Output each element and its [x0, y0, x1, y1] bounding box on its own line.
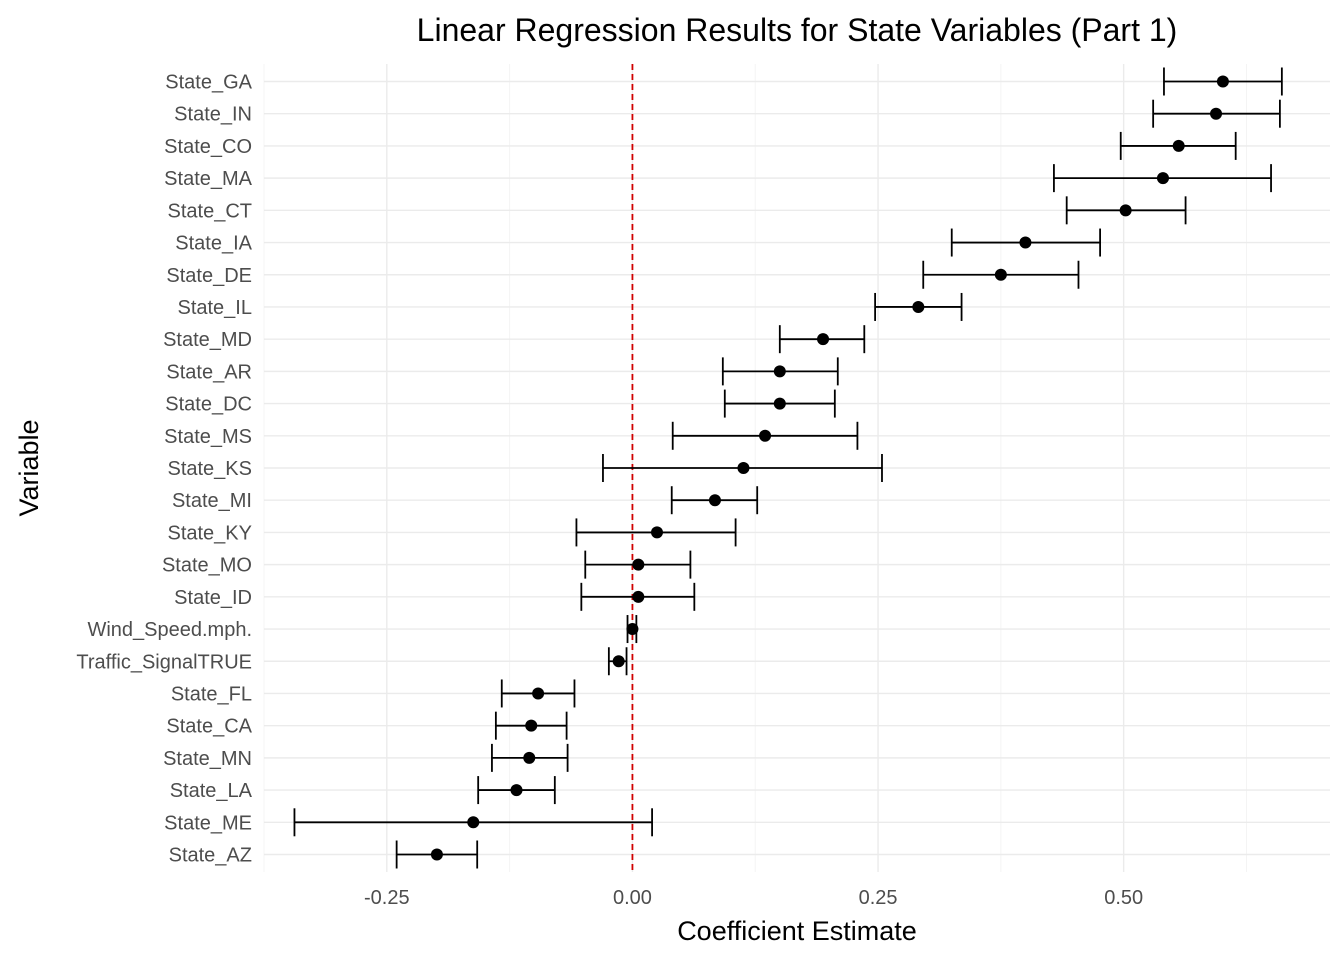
estimate-point	[612, 655, 625, 668]
y-tick-label: State_DE	[166, 265, 252, 287]
estimate-point	[737, 462, 750, 474]
estimate-point	[912, 300, 925, 313]
estimate-point	[532, 687, 545, 700]
estimate-point	[430, 848, 443, 861]
estimate-point	[523, 751, 536, 764]
y-tick-label: State_IL	[177, 297, 252, 319]
estimate-point	[626, 623, 639, 636]
y-tick-label: State_GA	[165, 72, 252, 94]
estimate-point	[525, 719, 538, 732]
y-tick-label: State_AR	[166, 361, 252, 383]
x-tick-label: -0.25	[364, 887, 410, 909]
y-tick-label: State_CO	[164, 136, 252, 158]
x-tick-label: 0.25	[859, 887, 898, 909]
y-tick-label: State_MO	[162, 555, 252, 577]
estimate-point	[708, 494, 721, 507]
y-tick-label: State_ID	[174, 587, 252, 609]
estimate-point	[510, 784, 523, 797]
y-tick-label: State_MS	[164, 426, 252, 448]
y-tick-label: State_CA	[166, 716, 252, 738]
y-tick-label: State_LA	[170, 780, 253, 802]
y-tick-label: State_KS	[167, 458, 252, 480]
y-tick-label: Traffic_SignalTRUE	[76, 651, 252, 673]
estimate-point	[632, 590, 645, 603]
estimate-point	[773, 365, 786, 378]
x-tick-label: 0.00	[613, 887, 652, 909]
estimate-point	[994, 268, 1007, 281]
y-tick-labels: State_GA State_IN State_CO State_MA State_CT…	[76, 72, 252, 867]
y-tick-label: State_DC	[165, 394, 252, 416]
y-tick-label: State_AZ	[169, 845, 252, 867]
chart-title: Linear Regression Results for State Vari…	[417, 12, 1178, 48]
estimate-point	[650, 526, 663, 539]
y-tick-label: State_ME	[164, 812, 252, 834]
y-tick-label: Wind_Speed.mph.	[87, 619, 252, 641]
estimate-point	[632, 558, 645, 571]
estimate-point	[1156, 172, 1169, 185]
y-tick-label: State_MN	[163, 748, 252, 770]
y-tick-label: State_FL	[171, 683, 252, 705]
y-tick-label: State_MI	[172, 490, 252, 512]
estimate-point	[817, 333, 830, 346]
y-tick-label: State_KY	[167, 522, 252, 544]
y-tick-label: State_IN	[174, 104, 252, 126]
y-tick-label: State_MD	[163, 329, 252, 351]
estimate-points	[430, 75, 1229, 861]
estimate-point	[773, 397, 786, 410]
y-tick-label: State_IA	[175, 233, 252, 255]
estimate-point	[1210, 107, 1223, 120]
estimate-point	[1019, 236, 1032, 249]
y-tick-label: State_MA	[164, 168, 252, 190]
x-tick-label: 0.50	[1104, 887, 1143, 909]
estimate-point	[1216, 75, 1229, 88]
y-axis-title: Variable	[14, 419, 44, 516]
estimate-point	[467, 816, 480, 829]
estimate-point	[759, 429, 772, 442]
y-tick-label: State_CT	[168, 200, 252, 222]
estimate-point	[1119, 204, 1132, 217]
estimate-point	[1172, 139, 1185, 152]
x-axis-title: Coefficient Estimate	[677, 916, 917, 946]
x-tick-labels: -0.25 0.00 0.25 0.50	[364, 887, 1143, 909]
